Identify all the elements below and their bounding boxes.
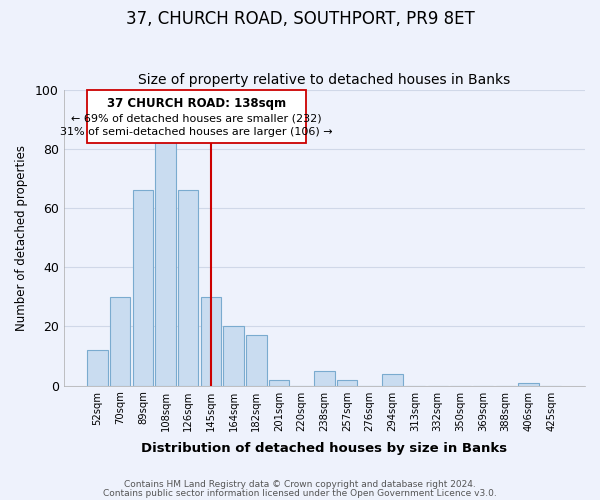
Bar: [337, 380, 357, 386]
Bar: [155, 137, 176, 386]
Bar: [382, 374, 403, 386]
Title: Size of property relative to detached houses in Banks: Size of property relative to detached ho…: [138, 73, 511, 87]
Text: Contains public sector information licensed under the Open Government Licence v3: Contains public sector information licen…: [103, 488, 497, 498]
Text: 31% of semi-detached houses are larger (106) →: 31% of semi-detached houses are larger (…: [61, 126, 333, 136]
Bar: [518, 382, 539, 386]
Bar: [246, 336, 266, 386]
X-axis label: Distribution of detached houses by size in Banks: Distribution of detached houses by size …: [141, 442, 508, 455]
Bar: [88, 350, 108, 386]
Bar: [269, 380, 289, 386]
Bar: [201, 297, 221, 386]
Bar: [110, 297, 130, 386]
FancyBboxPatch shape: [88, 90, 306, 143]
Text: 37, CHURCH ROAD, SOUTHPORT, PR9 8ET: 37, CHURCH ROAD, SOUTHPORT, PR9 8ET: [125, 10, 475, 28]
Bar: [314, 371, 335, 386]
Y-axis label: Number of detached properties: Number of detached properties: [15, 144, 28, 330]
Bar: [178, 190, 199, 386]
Bar: [223, 326, 244, 386]
Text: 37 CHURCH ROAD: 138sqm: 37 CHURCH ROAD: 138sqm: [107, 97, 286, 110]
Bar: [133, 190, 153, 386]
Text: Contains HM Land Registry data © Crown copyright and database right 2024.: Contains HM Land Registry data © Crown c…: [124, 480, 476, 489]
Text: ← 69% of detached houses are smaller (232): ← 69% of detached houses are smaller (23…: [71, 113, 322, 123]
